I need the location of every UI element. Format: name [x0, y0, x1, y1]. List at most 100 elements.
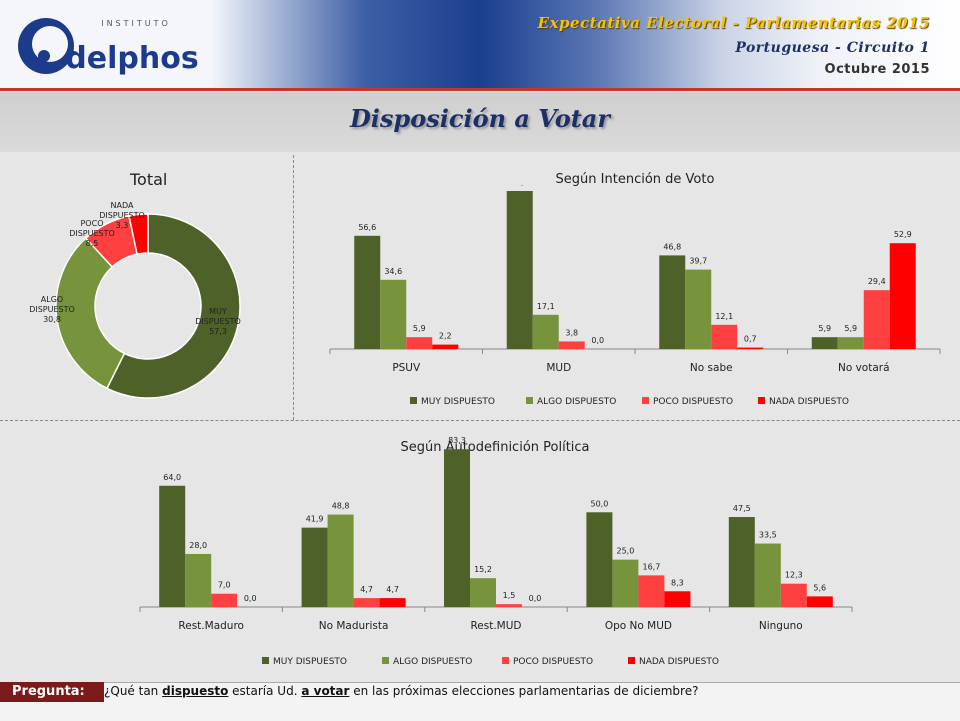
legend-label-poco-dispuesto: POCO DISPUESTO — [513, 657, 593, 667]
bar-value-label: 56,6 — [358, 223, 376, 232]
bar-rest-maduro-poco-dispuesto — [211, 593, 238, 607]
bar-psuv-nada-dispuesto — [432, 344, 459, 349]
category-label-ninguno: Ninguno — [759, 620, 803, 632]
logo-name-text: delphos — [65, 41, 198, 76]
legend-label-nada-dispuesto: NADA DISPUESTO — [769, 397, 849, 407]
legend-swatch-algo-dispuesto — [382, 657, 389, 664]
category-label-no-madurista: No Madurista — [319, 620, 389, 632]
donut-label-nada-dispuesto: NADA DISPUESTO 3,3 — [99, 201, 145, 230]
bar-ninguno-muy-dispuesto — [728, 517, 755, 607]
bar-value-label: 5,9 — [413, 324, 426, 333]
legend-swatch-poco-dispuesto — [642, 397, 649, 404]
bar-value-label: 12,3 — [785, 571, 803, 580]
bar-value-label: 48,8 — [332, 502, 350, 511]
bar-value-label: 5,6 — [813, 583, 826, 592]
logo-top-text: INSTITUTO — [101, 19, 171, 28]
donut-label-muy-dispuesto: MUY DISPUESTO 57,3 — [195, 307, 241, 336]
bar-value-label: 4,7 — [386, 585, 399, 594]
bar-psuv-poco-dispuesto — [406, 337, 433, 349]
category-label-opo-no-mud: Opo No MUD — [605, 620, 672, 632]
category-label-mud: MUD — [546, 362, 571, 374]
bar-value-label: 64,0 — [163, 473, 181, 482]
question-footer — [0, 682, 960, 721]
legend-label-nada-dispuesto: NADA DISPUESTO — [639, 657, 719, 667]
donut-slice-algo-dispuesto — [55, 237, 126, 390]
legend-swatch-nada-dispuesto — [758, 397, 765, 404]
bar-value-label: 83,3 — [448, 436, 466, 445]
question-label: Pregunta: — [0, 682, 104, 702]
header-divider — [0, 88, 960, 91]
bar-no-sabe-poco-dispuesto — [711, 324, 738, 349]
bar-no-votar-algo-dispuesto — [837, 337, 864, 349]
bar-no-madurista-algo-dispuesto — [327, 514, 354, 607]
header-banner — [0, 0, 960, 88]
title-band — [0, 92, 960, 152]
bar-mud-poco-dispuesto — [558, 341, 585, 349]
bar-no-sabe-muy-dispuesto — [659, 255, 686, 349]
bar-no-votar-muy-dispuesto — [811, 337, 838, 349]
bar-value-label: 28,0 — [189, 541, 207, 550]
bar-opo-no-mud-muy-dispuesto — [586, 512, 613, 607]
legend-swatch-muy-dispuesto — [262, 657, 269, 664]
bar-no-madurista-muy-dispuesto — [301, 527, 328, 607]
donut-label-poco-dispuesto: POCO DISPUESTO 8,5 — [69, 219, 115, 248]
category-label-rest-mud: Rest.MUD — [470, 620, 521, 632]
intencion-chart-title: Según Intención de Voto — [555, 172, 715, 187]
legend-label-algo-dispuesto: ALGO DISPUESTO — [537, 397, 616, 407]
bar-rest-mud-algo-dispuesto — [470, 578, 496, 607]
legend-label-algo-dispuesto: ALGO DISPUESTO — [393, 657, 472, 667]
bar-value-label: 17,1 — [537, 302, 555, 311]
delphos-logo: INSTITUTO delphos — [18, 18, 199, 76]
report-title: Expectativa Electoral - Parlamentarias 2… — [537, 14, 930, 32]
category-label-rest-maduro: Rest.Maduro — [178, 620, 244, 632]
donut-slice-nada-dispuesto — [128, 213, 149, 256]
bar-value-label: 8,3 — [671, 578, 684, 587]
report-date: Octubre 2015 — [824, 62, 930, 77]
category-label-no-sabe: No sabe — [690, 362, 733, 374]
bar-value-label: 0,0 — [244, 594, 257, 603]
page-title: Disposición a Votar — [349, 104, 610, 133]
bar-ninguno-poco-dispuesto — [780, 583, 807, 607]
bar-rest-mud-poco-dispuesto — [496, 604, 522, 607]
total-donut-chart: MUY DISPUESTO 57,3 ALGO DISPUESTO 30,8 POCO DIS… — [29, 201, 241, 399]
bar-no-madurista-nada-dispuesto — [379, 598, 406, 607]
bar-ninguno-algo-dispuesto — [754, 543, 781, 607]
bar-no-sabe-algo-dispuesto — [685, 269, 712, 349]
bar-opo-no-mud-poco-dispuesto — [638, 575, 665, 607]
bar-mud-algo-dispuesto — [532, 314, 559, 349]
bar-rest-maduro-algo-dispuesto — [185, 553, 212, 607]
panel-divider-horizontal — [0, 420, 960, 421]
bar-rest-maduro-muy-dispuesto — [159, 485, 186, 607]
bar-no-votar-poco-dispuesto — [863, 290, 890, 349]
bar-psuv-muy-dispuesto — [354, 235, 381, 349]
legend-label-poco-dispuesto: POCO DISPUESTO — [653, 397, 733, 407]
donut-slice-muy-dispuesto — [105, 213, 241, 399]
bar-no-madurista-poco-dispuesto — [353, 598, 380, 607]
category-label-psuv: PSUV — [392, 362, 421, 374]
legend-swatch-algo-dispuesto — [526, 397, 533, 404]
legend-label-muy-dispuesto: MUY DISPUESTO — [421, 397, 495, 407]
legend-swatch-nada-dispuesto — [628, 657, 635, 664]
bar-value-label: 5,9 — [844, 324, 857, 333]
bar-value-label: 47,5 — [733, 504, 751, 513]
bar-value-label: 39,7 — [689, 257, 707, 266]
panel-divider-vertical — [293, 155, 294, 420]
bar-no-sabe-nada-dispuesto — [737, 347, 764, 349]
intencion-bar-chart: 56,6 34,6 5,9 2,2 PSUV 79,0 17,1 3,8 0,0 MUD 46,8 3… — [329, 185, 941, 407]
autodefinicion-bar-chart: 64,0 28,0 7,0 0,0 Rest.Maduro 41,9 48,8 4,7 4,7 N… — [139, 436, 853, 667]
bar-value-label: 25,0 — [616, 547, 634, 556]
legend-swatch-muy-dispuesto — [410, 397, 417, 404]
bar-value-label: 4,7 — [360, 585, 373, 594]
bar-no-votar-nada-dispuesto — [889, 243, 916, 349]
category-label-no-votar: No votará — [838, 362, 890, 374]
bar-mud-muy-dispuesto — [506, 191, 533, 349]
bar-opo-no-mud-algo-dispuesto — [612, 559, 639, 607]
bar-value-label: 5,9 — [818, 324, 831, 333]
legend-label-muy-dispuesto: MUY DISPUESTO — [273, 657, 347, 667]
bar-ninguno-nada-dispuesto — [806, 596, 833, 607]
bar-value-label: 33,5 — [759, 531, 777, 540]
bar-value-label: 15,2 — [474, 565, 492, 574]
bar-value-label: 12,1 — [715, 312, 733, 321]
bar-value-label: 2,2 — [439, 332, 452, 341]
total-chart-title: Total — [130, 170, 168, 189]
